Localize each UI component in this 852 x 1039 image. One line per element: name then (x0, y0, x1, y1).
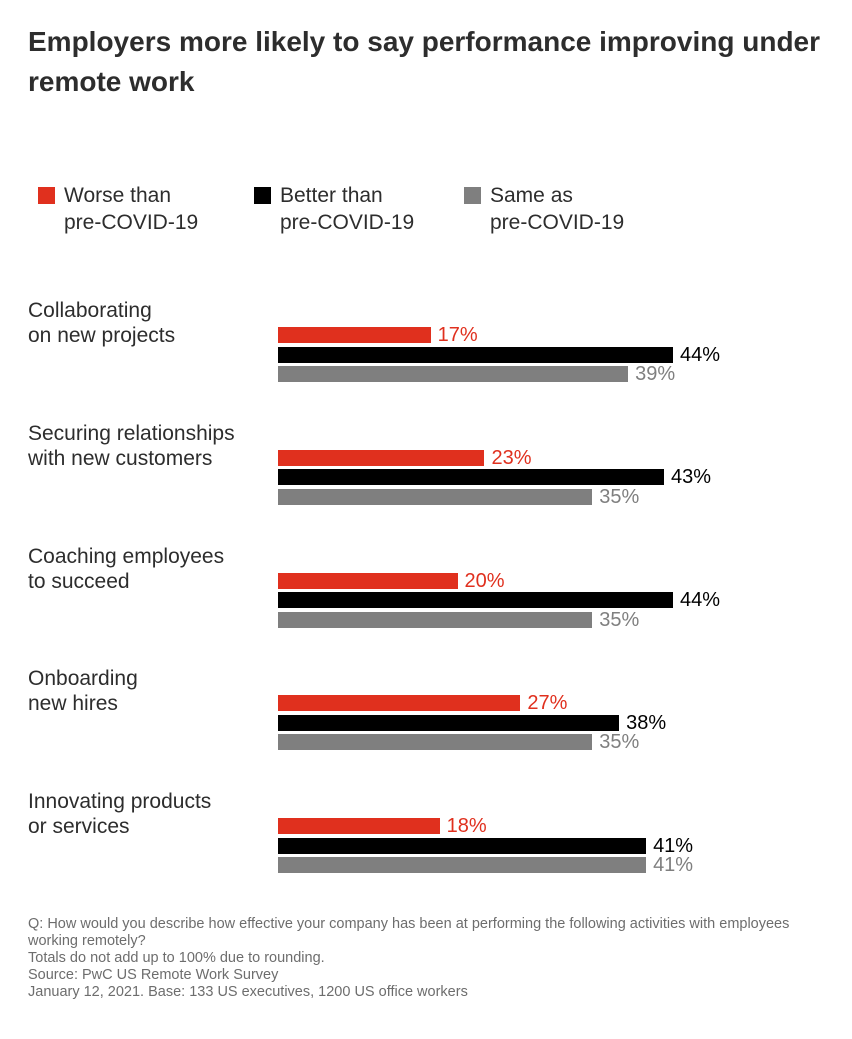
legend-swatch (38, 187, 55, 204)
category-label: Coaching employees to succeed (28, 544, 225, 593)
legend-label: Same as pre-COVID-19 (490, 184, 625, 234)
bar (278, 695, 521, 712)
data-label: 44% (680, 343, 721, 366)
data-label: 20% (464, 569, 505, 592)
category-label: Securing relationships with new customer… (28, 421, 235, 470)
data-label: 35% (599, 608, 640, 631)
data-label: 17% (437, 324, 478, 346)
footnote-date-base: January 12, 2021. Base: 133 US executive… (28, 984, 468, 1000)
legend-item: Worse than pre-COVID-19 (38, 182, 199, 236)
data-label: 41% (653, 834, 694, 857)
legend-swatch (464, 187, 481, 204)
category-label: Onboarding new hires (28, 667, 138, 716)
legend-label: Better than pre-COVID-19 (280, 184, 415, 234)
bar (278, 592, 673, 609)
bar (278, 469, 665, 486)
data-label: 23% (491, 446, 532, 469)
bar (278, 449, 485, 466)
data-label: 38% (626, 711, 667, 734)
data-label: 41% (653, 854, 694, 877)
footnote-question: Q: How would you describe how effective … (28, 916, 794, 949)
bar (278, 366, 629, 382)
data-label: 18% (446, 815, 487, 838)
legend-label: Worse than pre-COVID-19 (64, 184, 199, 234)
bar (278, 857, 647, 874)
legend-swatch (254, 187, 271, 204)
bar (278, 572, 458, 589)
data-label: 39% (635, 363, 676, 385)
data-label: 44% (680, 589, 721, 612)
chart-title: Employers more likely to say performance… (28, 26, 821, 97)
bar (278, 714, 620, 731)
bar (278, 611, 593, 628)
data-label: 35% (599, 485, 640, 508)
bar (278, 818, 440, 835)
bar (278, 734, 593, 751)
category-label: Collaborating on new projects (28, 299, 176, 347)
bar (278, 327, 431, 343)
data-label: 43% (671, 466, 712, 489)
data-label: 35% (599, 731, 640, 754)
data-label: 27% (527, 692, 568, 715)
bar (278, 346, 673, 363)
legend-item: Same as pre-COVID-19 (464, 182, 625, 236)
legend-item: Better than pre-COVID-19 (254, 182, 415, 236)
bar (278, 837, 647, 854)
footnotes: Q: How would you describe how effective … (28, 916, 838, 1001)
footnote-source: Source: PwC US Remote Work Survey (28, 967, 279, 983)
category-label: Innovating products or services (28, 790, 212, 839)
footnote-rounding: Totals do not add up to 100% due to roun… (28, 950, 325, 966)
bar (278, 488, 593, 505)
